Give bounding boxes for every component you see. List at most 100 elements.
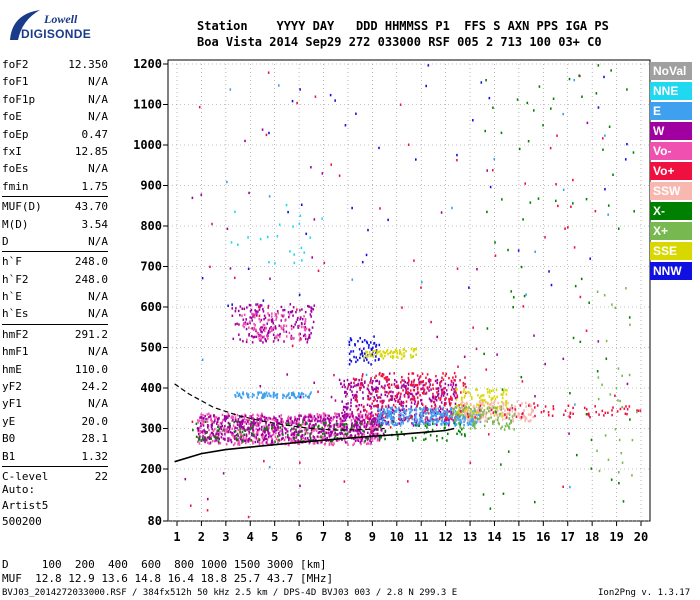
echo-point: [271, 320, 273, 323]
echo-point: [218, 425, 220, 429]
echo-point: [451, 397, 453, 400]
echo-point: [289, 310, 292, 314]
echo-point: [469, 414, 471, 418]
echo-point: [421, 281, 423, 284]
echo-point: [368, 398, 371, 401]
echo-point: [306, 395, 309, 399]
echo-point: [291, 432, 294, 436]
echo-point: [291, 309, 294, 313]
echo-point: [437, 411, 440, 414]
echo-point: [524, 416, 527, 419]
echo-point: [416, 423, 419, 427]
echo-point: [382, 373, 385, 376]
echo-point: [451, 416, 454, 419]
echo-point: [284, 436, 287, 439]
echo-point: [393, 397, 396, 401]
echo-point: [304, 321, 306, 324]
echo-point: [243, 439, 246, 443]
echo-point: [445, 372, 448, 376]
echo-point: [207, 441, 209, 444]
echo-point: [287, 311, 290, 314]
echo-point: [261, 432, 264, 436]
echo-point: [376, 414, 379, 418]
echo-point: [274, 440, 276, 443]
echo-point: [522, 305, 525, 308]
echo-point: [462, 404, 465, 407]
echo-point: [387, 420, 390, 424]
echo-point: [455, 413, 457, 416]
echo-point: [601, 383, 603, 386]
echo-point: [470, 423, 472, 426]
echo-point: [343, 423, 345, 426]
echo-point: [364, 408, 366, 412]
echo-point: [326, 436, 328, 440]
echo-point: [297, 395, 299, 398]
echo-point: [529, 403, 531, 406]
echo-point: [525, 417, 528, 420]
echo-point: [472, 326, 474, 329]
echo-point: [227, 439, 229, 443]
echo-point: [445, 413, 447, 417]
echo-point: [453, 407, 456, 411]
param-value: 12.350: [68, 58, 108, 71]
echo-point: [300, 246, 303, 250]
legend-item: W: [650, 122, 692, 140]
legend-item: NNE: [650, 82, 692, 100]
echo-point: [470, 407, 472, 411]
param-row: foE N/A: [2, 108, 108, 125]
echo-point: [369, 436, 372, 439]
echo-point: [358, 403, 360, 407]
echo-point: [411, 394, 414, 397]
echo-point: [429, 411, 432, 415]
echo-point: [274, 312, 277, 316]
echo-point: [291, 439, 293, 443]
echo-point: [245, 418, 248, 422]
echo-point: [301, 259, 303, 262]
echo-point: [503, 428, 506, 431]
echo-point: [497, 401, 500, 405]
echo-point: [217, 436, 219, 440]
echo-point: [232, 337, 235, 341]
echo-point: [460, 401, 463, 404]
echo-point: [410, 401, 413, 404]
echo-point: [487, 433, 490, 436]
echo-point: [267, 435, 270, 439]
echo-point: [481, 406, 484, 410]
echo-point: [376, 439, 379, 442]
echo-point: [607, 458, 610, 461]
echo-point: [378, 439, 381, 442]
echo-point: [370, 411, 373, 414]
echo-point: [357, 432, 360, 435]
echo-point: [386, 348, 389, 352]
echo-point: [415, 412, 417, 416]
echo-point: [611, 409, 613, 412]
echo-point: [406, 381, 409, 385]
echo-point: [247, 429, 250, 433]
echo-point: [434, 414, 436, 417]
echo-point: [411, 436, 414, 440]
echo-point: [488, 406, 491, 410]
echo-point: [470, 415, 473, 419]
echo-point: [343, 435, 345, 439]
echo-point: [325, 431, 328, 435]
echo-point: [379, 354, 382, 357]
echo-point: [411, 355, 414, 359]
echo-point: [346, 378, 349, 382]
echo-point: [466, 401, 468, 404]
echo-point: [363, 356, 365, 360]
echo-point: [440, 388, 443, 391]
echo-point: [385, 350, 388, 353]
echo-point: [281, 314, 284, 318]
echo-point: [251, 327, 253, 330]
echo-point: [448, 421, 451, 425]
echo-point: [358, 412, 361, 416]
echo-point: [483, 424, 486, 428]
echo-point: [320, 414, 322, 417]
echo-point: [243, 433, 245, 436]
echo-point: [415, 405, 418, 408]
echo-point: [195, 422, 198, 426]
echo-point: [463, 355, 466, 358]
echo-point: [437, 389, 440, 393]
echo-point: [420, 380, 422, 384]
echo-point: [385, 415, 388, 419]
